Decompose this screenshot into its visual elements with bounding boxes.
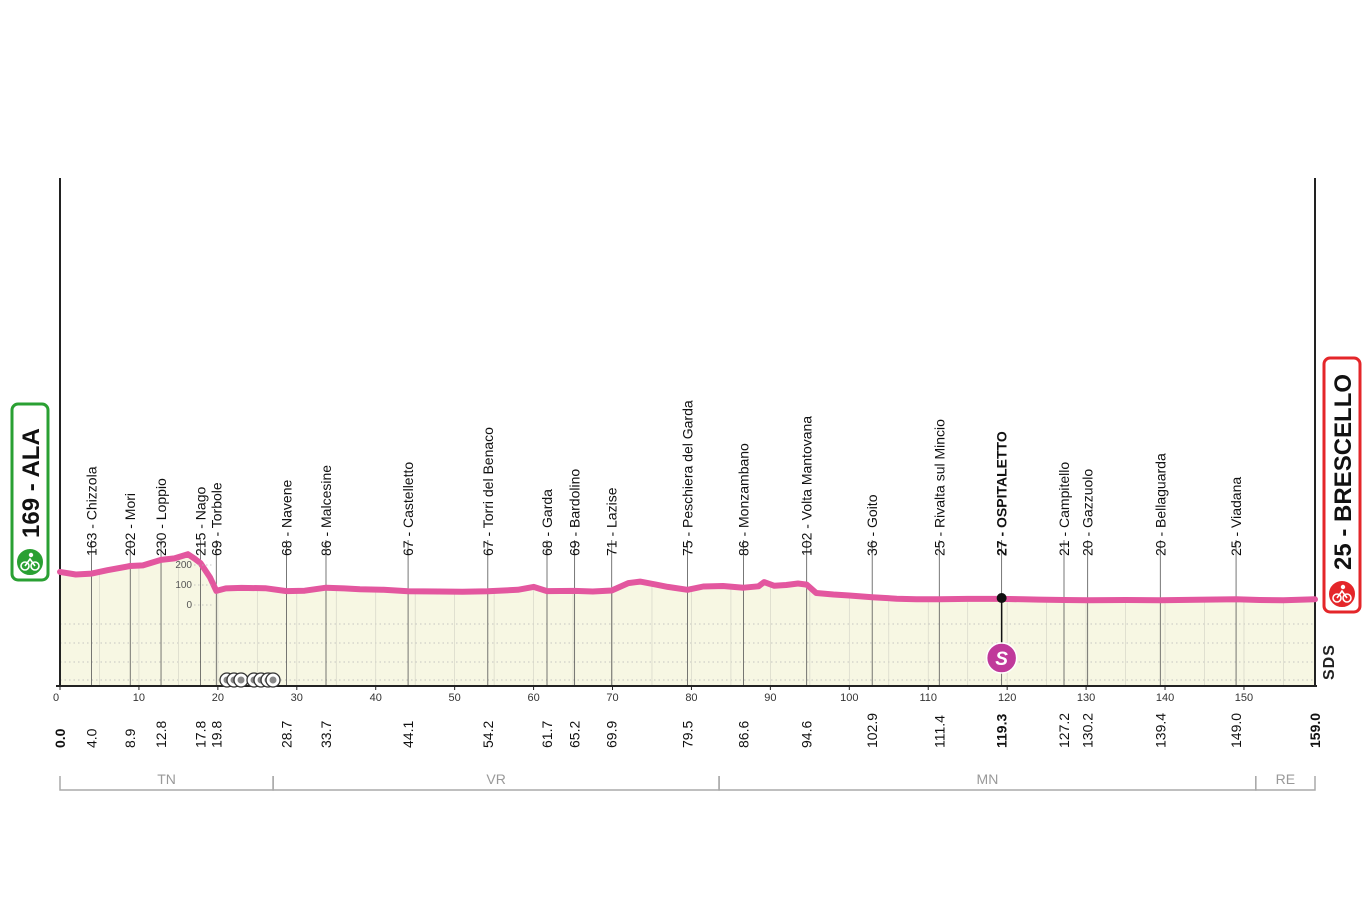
place-label: 86 - Malcesine bbox=[318, 465, 334, 556]
province-label: MN bbox=[977, 771, 999, 787]
x-tick-label: 60 bbox=[527, 692, 539, 704]
start-badge-frame bbox=[10, 402, 50, 582]
province-label: VR bbox=[486, 771, 505, 787]
finish-cyclist-icon bbox=[1327, 579, 1357, 609]
tunnel-icons bbox=[219, 672, 281, 688]
sds-logo-text: SDS bbox=[1321, 644, 1338, 680]
inset-alt-tick-label: 0 bbox=[186, 600, 192, 611]
x-tick-label: 140 bbox=[1156, 692, 1174, 704]
place-label: 68 - Garda bbox=[539, 489, 555, 556]
sprint-dot bbox=[996, 593, 1007, 603]
place-label: 25 - Viadana bbox=[1228, 477, 1244, 556]
place-label: 230 - Loppio bbox=[153, 478, 169, 556]
place-label: 75 - Peschiera del Garda bbox=[680, 400, 696, 556]
x-tick-label: 70 bbox=[606, 692, 618, 704]
x-tick-label: 20 bbox=[212, 692, 224, 704]
place-km-label: 102.9 bbox=[864, 713, 880, 748]
province-label: TN bbox=[157, 771, 176, 787]
place-km-label: 19.8 bbox=[208, 721, 224, 748]
sprint-marker: S bbox=[985, 593, 1018, 674]
province-label: RE bbox=[1276, 771, 1295, 787]
start-cyclist-icon bbox=[15, 547, 45, 577]
place-label: 202 - Mori bbox=[122, 493, 138, 556]
x-tick-label: 40 bbox=[370, 692, 382, 704]
place-km-label: 65.2 bbox=[567, 721, 583, 748]
place-label: 27 - OSPITALETTO bbox=[994, 431, 1010, 556]
finish-label: 25 - BRESCELLO bbox=[1330, 374, 1357, 570]
x-tick-label: 0 bbox=[53, 692, 59, 704]
x-tick-label: 90 bbox=[764, 692, 776, 704]
place-label: 68 - Navene bbox=[279, 480, 295, 556]
tunnel-icon bbox=[233, 672, 249, 688]
place-km-label: 139.4 bbox=[1152, 713, 1168, 748]
place-km-label: 69.9 bbox=[604, 721, 620, 748]
place-km-label: 12.8 bbox=[153, 721, 169, 748]
place-label: 102 - Volta Mantovana bbox=[799, 416, 815, 556]
place-labels: 163 - Chizzola 202 - Mori 230 - Loppio 215 … bbox=[84, 400, 1244, 556]
province-bracket bbox=[1255, 776, 1316, 791]
x-tick-label: 120 bbox=[998, 692, 1016, 704]
sprint-badge bbox=[985, 642, 1018, 674]
place-km-label: 61.7 bbox=[539, 721, 555, 748]
place-km-label: 130.2 bbox=[1080, 713, 1096, 748]
sds-logo: SDS bbox=[1321, 644, 1338, 680]
finish-badge-frame bbox=[1322, 356, 1362, 614]
place-km-label: 149.0 bbox=[1228, 713, 1244, 748]
place-label: 71 - Lazise bbox=[604, 487, 620, 556]
place-km-label: 4.0 bbox=[84, 728, 100, 748]
place-km-label: 119.3 bbox=[994, 714, 1010, 748]
altitude-scale-inset: 200 100 0 bbox=[175, 560, 212, 611]
place-km-label: 54.2 bbox=[480, 721, 496, 748]
start-label: 169 - ALA bbox=[18, 428, 45, 538]
place-km-label: 28.7 bbox=[279, 721, 295, 748]
place-km-label: 111.4 bbox=[931, 715, 947, 748]
place-km-label: 79.5 bbox=[680, 721, 696, 748]
place-km-label: 127.2 bbox=[1056, 713, 1072, 748]
place-label: 21 - Campitello bbox=[1056, 462, 1072, 556]
place-label: 163 - Chizzola bbox=[84, 466, 100, 556]
sprint-letter: S bbox=[995, 649, 1008, 670]
province-brackets: TN VR MN RE bbox=[59, 771, 1316, 791]
place-label: 67 - Castelletto bbox=[400, 462, 416, 556]
place-label: 69 - Bardolino bbox=[567, 469, 583, 556]
place-label: 25 - Rivalta sul Mincio bbox=[931, 419, 947, 556]
place-label: 67 - Torri del Benaco bbox=[480, 427, 496, 556]
place-km-label: 33.7 bbox=[318, 721, 334, 748]
place-km-label: 94.6 bbox=[799, 721, 815, 748]
x-tick-label: 130 bbox=[1077, 692, 1095, 704]
place-km-label: 8.9 bbox=[122, 728, 138, 748]
place-km-label: 17.8 bbox=[193, 721, 209, 748]
x-tick-label: 110 bbox=[919, 692, 937, 704]
km-labels: 0.0 4.0 8.9 12.8 17.8 19.8 28.7 33.7 44.1 54.2 61.… bbox=[52, 713, 1323, 748]
x-tick-label: 150 bbox=[1235, 692, 1253, 704]
x-tick-label: 30 bbox=[291, 692, 303, 704]
tunnel-icon bbox=[265, 672, 281, 688]
place-label: 20 - Bellaguarda bbox=[1152, 453, 1168, 556]
x-tick-label: 100 bbox=[840, 692, 858, 704]
place-label: 20 - Gazzuolo bbox=[1080, 469, 1096, 556]
start-finish-badges: 169 - ALA 25 - BRESCELLO bbox=[10, 356, 1362, 614]
inset-alt-tick-label: 200 bbox=[175, 560, 192, 571]
place-label: 69 - Torbole bbox=[208, 482, 224, 556]
place-km-label: 44.1 bbox=[400, 721, 416, 748]
place-km-label: 86.6 bbox=[736, 721, 752, 748]
x-tick-label: 10 bbox=[133, 692, 145, 704]
x-tick-label: 50 bbox=[449, 692, 461, 704]
place-label: 36 - Goito bbox=[864, 494, 880, 556]
place-label: 215 - Nago bbox=[193, 487, 209, 556]
finish-km-label: 159.0 bbox=[1307, 713, 1323, 748]
place-label: 86 - Monzambano bbox=[736, 443, 752, 556]
inset-alt-tick-label: 100 bbox=[175, 580, 192, 591]
x-tick-label: 80 bbox=[685, 692, 697, 704]
x-axis-ticks: 0 10 20 30 40 50 60 70 80 90 100 110 120 130 140 150 bbox=[53, 686, 1253, 704]
start-km-label: 0.0 bbox=[52, 728, 68, 748]
